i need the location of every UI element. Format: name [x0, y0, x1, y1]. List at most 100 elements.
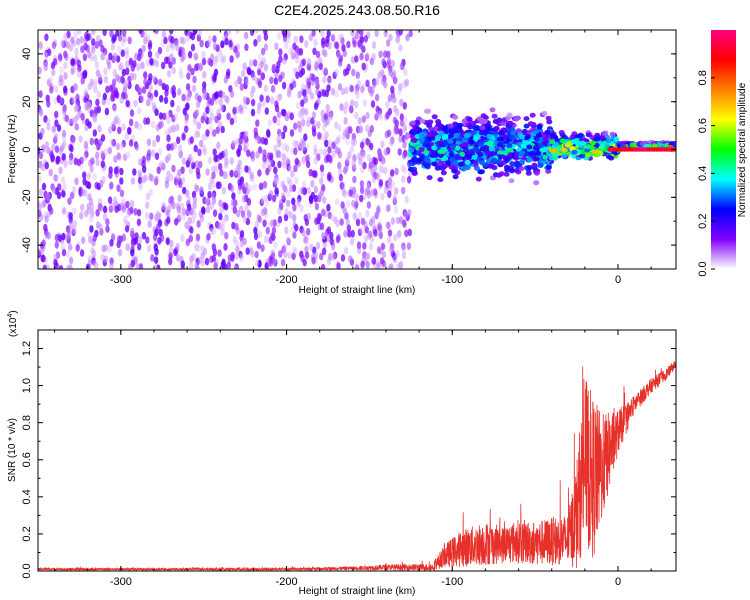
- spectral-cell: [89, 225, 94, 233]
- spectral-cell: [60, 39, 65, 47]
- spectral-cell: [244, 140, 249, 149]
- spectral-cell: [457, 128, 464, 134]
- spectral-cell: [216, 108, 221, 117]
- spectral-cell: [148, 84, 153, 92]
- spectral-cell: [438, 130, 445, 136]
- spectral-cell: [386, 50, 391, 59]
- spectral-cell: [165, 44, 170, 53]
- spectral-cell: [177, 169, 182, 177]
- spectral-cell: [513, 116, 520, 122]
- spectral-cell: [136, 218, 142, 227]
- spectral-cell: [63, 160, 68, 169]
- spectral-cell: [79, 36, 84, 44]
- spectral-cell: [236, 164, 241, 172]
- spectral-cell: [523, 123, 530, 129]
- spectral-cell: [257, 169, 262, 177]
- spectral-cell: [62, 107, 67, 115]
- spectral-cell: [243, 144, 248, 153]
- spectral-cell: [246, 66, 251, 75]
- spectral-cell: [402, 141, 407, 149]
- spectral-cell: [449, 144, 456, 150]
- spectral-cell: [70, 58, 76, 66]
- spectral-cell: [107, 126, 113, 134]
- spectral-cell: [60, 242, 65, 250]
- spectral-cell: [246, 209, 252, 218]
- spectral-cell: [69, 97, 74, 106]
- spectral-cell: [115, 142, 121, 151]
- spectral-cell: [74, 47, 79, 56]
- spectral-cell: [122, 30, 127, 37]
- spectral-cell: [605, 154, 612, 160]
- spectral-cell: [116, 184, 121, 192]
- spectral-cell: [561, 153, 568, 159]
- spectral-cell: [292, 231, 297, 239]
- spectral-cell: [85, 263, 91, 269]
- spectral-cell: [121, 205, 127, 213]
- spectral-cell: [381, 58, 386, 66]
- spectral-cell: [176, 105, 181, 113]
- spectral-cell: [53, 174, 58, 182]
- spectral-cell: [222, 263, 228, 269]
- spectral-cell: [246, 149, 251, 157]
- spectral-cell: [326, 203, 331, 212]
- spectral-cell: [313, 148, 318, 156]
- x-tick-label: 0: [615, 274, 621, 286]
- spectral-cell: [48, 76, 53, 85]
- spectral-cell: [544, 129, 551, 135]
- y-tick-label: 0.8: [21, 415, 33, 430]
- colorbar-tick-label: 0.2: [697, 214, 709, 229]
- spectral-cell: [212, 248, 218, 257]
- spectral-cell: [95, 209, 100, 217]
- spectral-cell: [313, 39, 318, 47]
- spectral-cell: [137, 86, 143, 94]
- spectral-cell: [65, 250, 71, 258]
- spectral-cell: [349, 238, 355, 246]
- spectral-cell: [192, 75, 197, 84]
- spectral-cell: [523, 116, 530, 122]
- spectral-cell: [38, 42, 43, 50]
- spectral-cell: [44, 51, 49, 60]
- spectral-cell: [153, 243, 158, 252]
- spectral-cell: [193, 52, 199, 61]
- spectral-cell: [140, 61, 145, 70]
- spectral-cell: [504, 164, 510, 170]
- snr-panel: -300 -200 -100 0 0.0 0.2 0.4 0.6 0.8 1.0 1.2 Heigh…: [7, 310, 677, 597]
- spectral-cell: [256, 241, 262, 249]
- spectral-cell: [155, 210, 160, 219]
- spectral-cell: [281, 143, 287, 151]
- spectral-cell: [193, 109, 199, 118]
- spectral-cell: [311, 256, 316, 265]
- spectral-cell: [166, 134, 171, 142]
- spectral-cell: [315, 241, 321, 250]
- spectral-cell: [286, 237, 291, 246]
- spectral-cell: [93, 85, 98, 94]
- spectral-cell: [306, 58, 312, 66]
- spectral-cell: [159, 160, 165, 168]
- spectral-cell: [223, 148, 229, 157]
- spectral-cell: [204, 196, 210, 205]
- spectral-cell: [48, 168, 53, 177]
- spectral-cell: [339, 218, 344, 226]
- spectral-cell: [257, 53, 263, 62]
- spectral-cell: [342, 129, 348, 137]
- spectral-cell: [146, 155, 151, 163]
- spectral-cell: [402, 220, 407, 229]
- spectral-cell: [282, 244, 287, 252]
- spectral-cell: [329, 237, 334, 246]
- spectral-cell: [308, 195, 314, 203]
- spectral-cell: [320, 109, 325, 118]
- spectral-cell: [373, 229, 378, 237]
- spectral-cell: [290, 170, 295, 178]
- spectral-cell: [293, 122, 298, 131]
- spectral-cell: [119, 142, 125, 150]
- spectral-cell: [457, 122, 464, 128]
- spectral-cell: [271, 226, 277, 235]
- spectral-cell: [284, 208, 289, 216]
- spectral-cell: [239, 230, 245, 238]
- spectral-cell: [190, 43, 196, 52]
- spectral-cell: [92, 54, 98, 62]
- spectral-cell: [220, 40, 225, 48]
- spectral-cell: [212, 75, 217, 83]
- spectral-cell: [107, 146, 113, 155]
- spectral-cell: [399, 62, 404, 71]
